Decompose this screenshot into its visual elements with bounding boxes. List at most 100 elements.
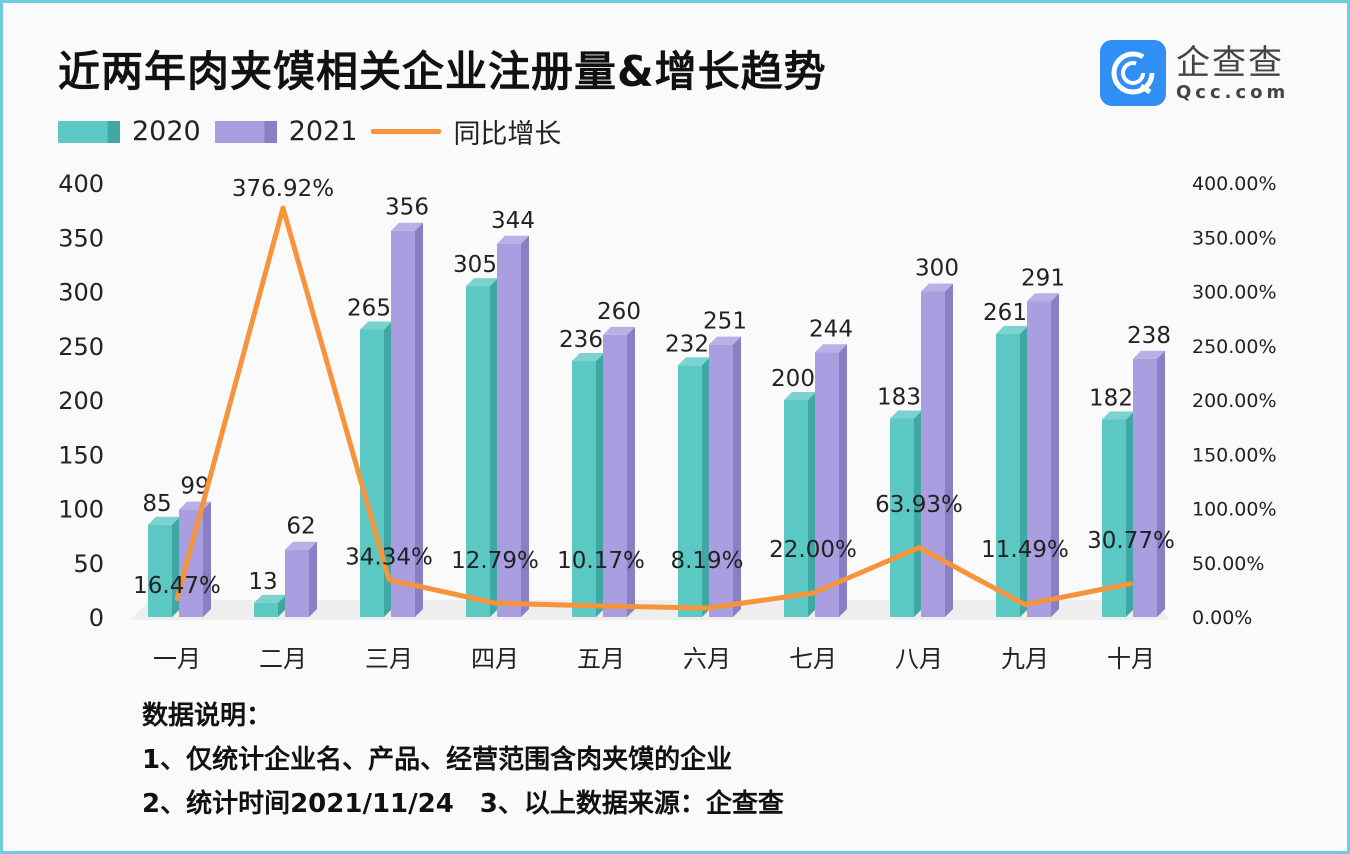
bar-2020 bbox=[254, 602, 278, 617]
bar-2020 bbox=[360, 329, 384, 617]
y2-tick-label: 0.00% bbox=[1192, 607, 1252, 629]
bar-2021-side bbox=[839, 344, 847, 617]
y-tick-label: 400 bbox=[58, 170, 104, 198]
bar-2020-side bbox=[808, 392, 816, 617]
data-label-2020: 236 bbox=[559, 327, 603, 353]
yoy-label: 16.47% bbox=[133, 573, 221, 599]
data-label-2020: 85 bbox=[142, 491, 171, 517]
yoy-point bbox=[281, 206, 285, 211]
yoy-label: 12.79% bbox=[451, 548, 539, 574]
bar-2021-side bbox=[309, 541, 317, 617]
bar-2020-top bbox=[572, 352, 604, 361]
yoy-label: 30.77% bbox=[1087, 528, 1175, 554]
legend-label: 同比增长 bbox=[453, 119, 562, 150]
legend-2021: 2021 bbox=[214, 116, 358, 147]
data-label-2020: 261 bbox=[983, 300, 1027, 326]
data-label-2020: 182 bbox=[1089, 386, 1133, 412]
bar-2021-top bbox=[1133, 350, 1165, 359]
yoy-label: 22.00% bbox=[769, 537, 857, 563]
bar-2020 bbox=[890, 418, 914, 617]
yoy-point bbox=[917, 545, 921, 550]
y-tick-label: 0 bbox=[89, 604, 104, 632]
bar-2020-top bbox=[678, 357, 710, 366]
data-label-2021: 291 bbox=[1021, 265, 1065, 291]
data-label-2021: 62 bbox=[286, 514, 315, 540]
bar-2020-side bbox=[1020, 325, 1028, 617]
y2-tick-label: 200.00% bbox=[1192, 390, 1277, 412]
yoy-point bbox=[705, 606, 709, 611]
bar-2020 bbox=[678, 365, 702, 617]
bar-2021-side bbox=[521, 235, 529, 617]
bar-2020-top bbox=[254, 594, 286, 603]
bar-2021-side bbox=[415, 222, 423, 618]
data-label-2020: 305 bbox=[453, 252, 497, 278]
bar-2021-top bbox=[1027, 293, 1059, 302]
bar-2020-top bbox=[1102, 411, 1134, 420]
data-label-2020: 200 bbox=[771, 366, 815, 392]
bar-2020-top bbox=[890, 410, 922, 419]
data-label-2021: 356 bbox=[385, 195, 429, 221]
y2-tick-label: 150.00% bbox=[1192, 444, 1277, 466]
yoy-line bbox=[174, 205, 1132, 611]
y-tick-label: 300 bbox=[58, 279, 104, 307]
qcc-logo: 企查查 Qcc.com bbox=[1100, 40, 1289, 106]
bar-2021 bbox=[603, 334, 627, 617]
data-label-2021: 244 bbox=[809, 316, 853, 342]
legend-label: 2021 bbox=[288, 116, 358, 147]
y-tick-label: 200 bbox=[58, 387, 104, 415]
notes-line2: 2、统计时间2021/11/24 3、以上数据来源：企查查 bbox=[142, 789, 784, 819]
bar-2021 bbox=[1133, 358, 1157, 617]
notes-heading: 数据说明： bbox=[142, 701, 273, 731]
data-label-2021: 344 bbox=[491, 208, 535, 234]
bar-2020-side bbox=[172, 516, 180, 617]
bar-2020-top bbox=[784, 392, 816, 400]
y2-tick-label: 400.00% bbox=[1192, 173, 1277, 195]
bar-2020-top bbox=[148, 516, 180, 525]
bar-2020-side bbox=[384, 321, 392, 617]
bar-2021 bbox=[815, 352, 839, 617]
bar-2021-top bbox=[921, 283, 953, 292]
bar-2020-side bbox=[914, 410, 922, 617]
y2-tick-label: 350.00% bbox=[1192, 227, 1277, 249]
yoy-point bbox=[175, 597, 179, 602]
bar-2021-top bbox=[285, 541, 317, 550]
bar-2020 bbox=[996, 333, 1020, 617]
y-tick-label: 250 bbox=[58, 333, 104, 361]
bar-2021 bbox=[285, 549, 309, 617]
x-tick-label: 九月 bbox=[1001, 645, 1049, 673]
bar-2020 bbox=[148, 524, 172, 617]
yoy-label: 63.93% bbox=[875, 492, 963, 518]
x-tick-label: 七月 bbox=[789, 645, 837, 673]
bar-2021 bbox=[1027, 301, 1051, 617]
data-label-2020: 232 bbox=[665, 331, 709, 357]
bar-2020 bbox=[572, 360, 596, 617]
bar-2021 bbox=[497, 243, 521, 617]
bar-2020 bbox=[784, 400, 808, 617]
yoy-label: 11.49% bbox=[981, 537, 1069, 563]
y-tick-label: 100 bbox=[58, 496, 104, 524]
yoy-point bbox=[599, 603, 603, 608]
notes-line1: 1、仅统计企业名、产品、经营范围含肉夹馍的企业 bbox=[142, 745, 733, 775]
x-tick-label: 五月 bbox=[577, 645, 625, 673]
bar-2021-side bbox=[1157, 350, 1165, 617]
yoy-point bbox=[493, 601, 497, 606]
y-tick-label: 150 bbox=[58, 441, 104, 469]
data-label-2020: 183 bbox=[877, 384, 921, 410]
y2-tick-label: 100.00% bbox=[1192, 499, 1277, 521]
data-label-2021: 251 bbox=[703, 309, 747, 335]
logo-cn: 企查查 bbox=[1176, 42, 1284, 83]
yoy-label: 10.17% bbox=[557, 548, 645, 574]
x-tick-label: 四月 bbox=[471, 645, 519, 673]
x-tick-label: 六月 bbox=[683, 645, 731, 673]
x-tick-label: 二月 bbox=[259, 645, 307, 673]
legend-label: 2020 bbox=[132, 116, 201, 147]
x-tick-label: 十月 bbox=[1107, 645, 1155, 673]
bar-2021-side bbox=[627, 326, 635, 617]
bar-2021 bbox=[921, 291, 945, 617]
yoy-label: 376.92% bbox=[232, 176, 334, 202]
bar-2021-top bbox=[815, 344, 847, 353]
data-label-2020: 265 bbox=[347, 295, 391, 321]
legend-2020: 2020 bbox=[58, 116, 201, 147]
yoy-label: 8.19% bbox=[670, 548, 743, 574]
